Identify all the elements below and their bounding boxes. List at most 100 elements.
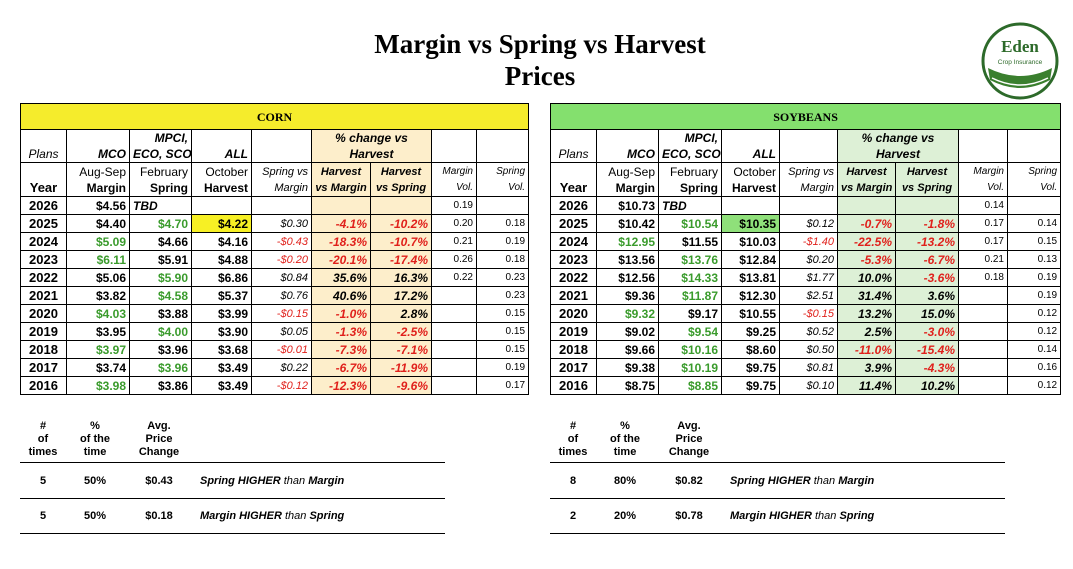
table-row: 2018 $3.97 $3.96 $3.68 -$0.01 -7.3% -7.1% 0.15: [20, 340, 530, 359]
cell-harvest: $9.75: [721, 358, 780, 377]
cell-margin: $4.56: [66, 196, 130, 215]
cell-spring-vs-margin: -$0.15: [251, 304, 312, 323]
plans-label: Plans: [20, 129, 67, 163]
cell-spring-vol: [475, 196, 530, 215]
cell-spring-vs-margin: [779, 196, 838, 215]
corn-stats-header: # of times % of the time Avg. Price Change: [20, 420, 445, 462]
col-spring: February Spring: [658, 162, 722, 197]
cell-harvest-vs-margin: 40.6%: [311, 286, 371, 305]
cell-harvest-vs-margin: -5.3%: [837, 250, 896, 269]
cell-spring-vs-margin: -$0.15: [779, 304, 838, 323]
stat-description: Margin HIGHER than Spring: [730, 510, 875, 522]
cell-harvest-vs-margin: -12.3%: [311, 376, 371, 395]
cell-spring: $3.96: [129, 358, 192, 377]
table-row: 2019 $3.95 $4.00 $3.90 $0.05 -1.3% -2.5% 0.15: [20, 322, 530, 341]
cell-spring-vs-margin: $0.30: [251, 214, 312, 233]
cell-year: 2018: [20, 340, 67, 359]
cell-margin: $3.98: [66, 376, 130, 395]
cell-spring-vol: [1006, 196, 1062, 215]
col-margin-vol: Margin Vol.: [431, 162, 477, 197]
cell-spring: $3.88: [129, 304, 192, 323]
cell-harvest: $13.81: [721, 268, 780, 287]
col-harvest-vs-margin: Harvest vs Margin: [837, 162, 896, 197]
corn-table-panel: CORN Plans MCO MPCI, ECO, SCO ALL % chang…: [19, 103, 530, 395]
stat-count: 5: [39, 474, 47, 487]
cell-harvest-vs-spring: -2.5%: [370, 322, 432, 341]
stat-description: Margin HIGHER than Spring: [200, 510, 345, 522]
cell-spring-vol: 0.19: [1006, 286, 1062, 305]
cell-harvest-vs-spring: -13.2%: [895, 232, 959, 251]
cell-year: 2024: [550, 232, 597, 251]
col-year: Year: [20, 162, 67, 197]
logo-name: Eden: [1001, 37, 1039, 56]
plans-label: Plans: [550, 129, 597, 163]
cell-year: 2026: [550, 196, 597, 215]
stat-avg-header: Avg. Price Change: [138, 420, 180, 458]
cell-harvest-vs-spring: -3.0%: [895, 322, 959, 341]
cell-spring: $11.87: [658, 286, 722, 305]
col-harvest-vs-margin: Harvest vs Margin: [311, 162, 371, 197]
cell-spring-vol: 0.12: [1006, 376, 1062, 395]
cell-spring: $4.58: [129, 286, 192, 305]
col-spring-vs-margin: Spring vs Margin: [779, 162, 838, 197]
col-spring-vol: Spring Vol.: [1006, 162, 1062, 197]
cell-spring-vol: 0.19: [475, 358, 530, 377]
cell-harvest: $9.25: [721, 322, 780, 341]
cell-harvest: $10.55: [721, 304, 780, 323]
cell-year: 2023: [20, 250, 67, 269]
page-title: Margin vs Spring vs Harvest Prices: [250, 28, 830, 92]
cell-harvest-vs-spring: [370, 196, 432, 215]
cell-harvest-vs-spring: 17.2%: [370, 286, 432, 305]
cell-harvest-vs-margin: -6.7%: [311, 358, 371, 377]
stat-avg: $0.43: [145, 474, 173, 487]
cell-margin: $5.06: [66, 268, 130, 287]
pct-change-header: % change vs Harvest: [837, 129, 959, 163]
cell-harvest: $3.99: [191, 304, 252, 323]
corn-banner: CORN: [19, 103, 530, 130]
cell-margin-vol: 0.17: [958, 232, 1008, 251]
cell-harvest-vs-spring: -1.8%: [895, 214, 959, 233]
stat-row: 5 50% $0.43 Spring HIGHER than Margin: [20, 462, 445, 498]
cell-harvest-vs-spring: 15.0%: [895, 304, 959, 323]
table-row: 2023 $6.11 $5.91 $4.88 -$0.20 -20.1% -17.4% 0.2…: [20, 250, 530, 269]
soybeans-stats: # of times % of the time Avg. Price Change 8 8…: [550, 420, 1005, 534]
cell-year: 2017: [20, 358, 67, 377]
cell-margin: $4.40: [66, 214, 130, 233]
table-row: 2023 $13.56 $13.76 $12.84 $0.20 -5.3% -6.7% 0.2…: [550, 250, 1062, 269]
stat-avg: $0.82: [675, 474, 703, 487]
cell-spring-vs-margin: $0.84: [251, 268, 312, 287]
plan-mco: MCO: [596, 129, 659, 163]
cell-spring-vs-margin: $0.22: [251, 358, 312, 377]
col-spring-vs-margin: Spring vs Margin: [251, 162, 312, 197]
stat-row: 8 80% $0.82 Spring HIGHER than Margin: [550, 462, 1005, 498]
cell-margin-vol: [431, 340, 477, 359]
stat-row: 5 50% $0.18 Margin HIGHER than Spring: [20, 498, 445, 534]
cell-margin: $3.74: [66, 358, 130, 377]
cell-harvest-vs-spring: [895, 196, 959, 215]
cell-margin-vol: [958, 358, 1008, 377]
cell-margin-vol: [431, 322, 477, 341]
soybeans-banner: SOYBEANS: [549, 103, 1062, 130]
col-margin: Aug-Sep Margin: [66, 162, 130, 197]
cell-margin-vol: 0.26: [431, 250, 477, 269]
cell-harvest-vs-margin: 31.4%: [837, 286, 896, 305]
cell-margin: $10.73: [596, 196, 659, 215]
cell-spring-vol: 0.15: [475, 322, 530, 341]
cell-margin: $3.97: [66, 340, 130, 359]
cell-harvest-vs-spring: -7.1%: [370, 340, 432, 359]
cell-margin-vol: [958, 322, 1008, 341]
cell-spring-vol: 0.19: [1006, 268, 1062, 287]
corn-column-header-row: Year Aug-Sep Margin February Spring Octobe…: [20, 162, 530, 197]
cell-harvest-vs-margin: 10.0%: [837, 268, 896, 287]
cell-year: 2024: [20, 232, 67, 251]
cell-spring-vs-margin: $0.52: [779, 322, 838, 341]
cell-year: 2016: [20, 376, 67, 395]
cell-harvest: [191, 196, 252, 215]
cell-year: 2017: [550, 358, 597, 377]
cell-margin-vol: 0.20: [431, 214, 477, 233]
cell-margin-vol: 0.18: [958, 268, 1008, 287]
cell-spring: $4.70: [129, 214, 192, 233]
table-row: 2026 $4.56 TBD 0.19: [20, 196, 530, 215]
stat-pct-header: % of the time: [610, 420, 640, 458]
plan-all: ALL: [721, 129, 780, 163]
